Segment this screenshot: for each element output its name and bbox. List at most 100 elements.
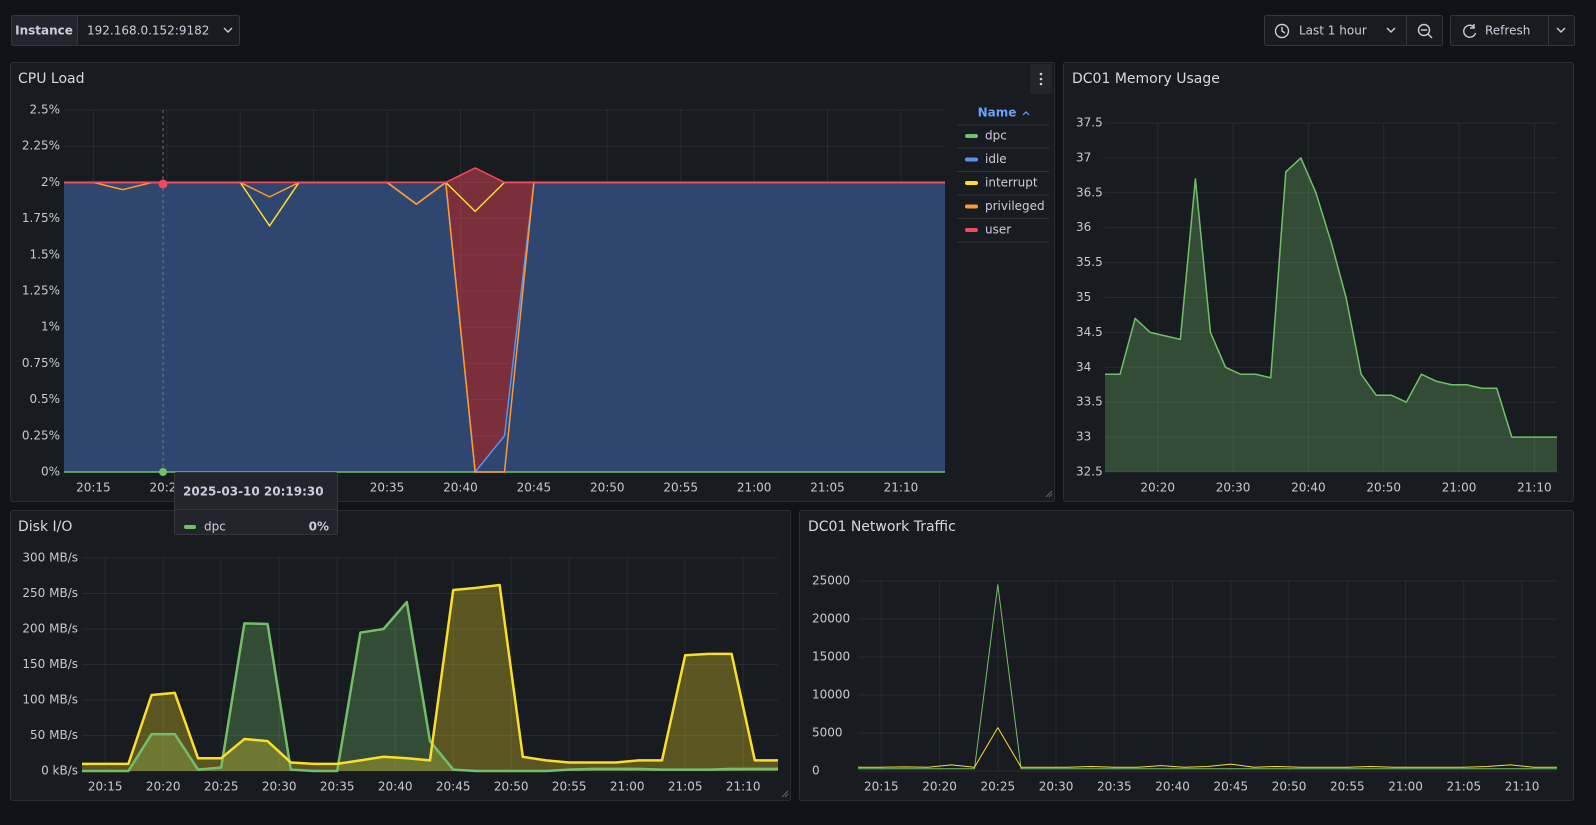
y-tick-label: 2.5% (30, 103, 61, 117)
y-tick-label: 200 MB/s (22, 622, 78, 636)
x-tick-label: 20:45 (517, 481, 552, 495)
x-tick-label: 20:35 (370, 481, 405, 495)
time-picker[interactable]: Last 1 hour (1264, 15, 1443, 46)
resize-handle[interactable] (1045, 490, 1053, 498)
tooltip-series: dpc (204, 520, 226, 534)
chevron (1556, 27, 1566, 33)
y-tick-label: 1.75% (22, 211, 60, 225)
x-tick-label: 21:10 (1505, 780, 1540, 794)
x-tick-label: 20:15 (864, 780, 899, 794)
panel-network (799, 510, 1574, 801)
chevron (1386, 27, 1396, 33)
zoom-out-glyph (1421, 29, 1433, 39)
x-tick-label: 20:30 (1039, 780, 1074, 794)
y-tick-label: 32.5 (1076, 465, 1103, 479)
x-tick-label: 20:40 (378, 780, 413, 794)
hover-point (159, 468, 167, 476)
instance-picker[interactable]: Instance 192.168.0.152:9182 (11, 15, 240, 46)
y-tick-label: 36.5 (1076, 185, 1103, 199)
tooltip-swatch (184, 525, 196, 529)
legend-label: interrupt (985, 176, 1038, 190)
y-tick-label: 250 MB/s (22, 586, 78, 600)
y-tick-label: 33.5 (1076, 395, 1103, 409)
x-tick-label: 20:25 (981, 780, 1016, 794)
y-tick-label: 37 (1076, 150, 1091, 164)
menu-dot (1039, 77, 1043, 81)
x-tick-label: 21:05 (810, 481, 845, 495)
y-tick-label: 2% (41, 175, 60, 189)
y-tick-label: 0.25% (22, 428, 60, 442)
area-fill (1105, 157, 1557, 472)
x-tick-label: 20:40 (1291, 481, 1326, 495)
legend-swatch (965, 157, 978, 162)
y-tick-label: 25000 (812, 574, 850, 588)
x-tick-label: 21:00 (1388, 780, 1423, 794)
x-tick-label: 21:05 (668, 780, 703, 794)
y-tick-label: 1.5% (30, 247, 61, 261)
hover-point (158, 179, 168, 189)
clock-icon (1274, 23, 1290, 39)
instance-label: Instance (15, 24, 73, 38)
legend-label: privileged (985, 199, 1045, 213)
series-line (82, 600, 778, 773)
area-fill (82, 602, 778, 771)
resize-handle[interactable] (781, 790, 789, 798)
y-tick-label: 35.5 (1076, 255, 1103, 269)
instance-value: 192.168.0.152:9182 (87, 24, 209, 38)
panel-memory (1063, 62, 1574, 502)
legend-label: idle (985, 152, 1007, 166)
y-tick-label: 50 MB/s (30, 728, 78, 742)
x-tick-label: 20:15 (88, 780, 123, 794)
x-tick-label: 20:25 (204, 780, 239, 794)
x-tick-label: 21:10 (884, 481, 919, 495)
y-tick-label: 100 MB/s (22, 693, 78, 707)
x-tick-label: 20:50 (1366, 481, 1401, 495)
refresh-icon (1463, 24, 1477, 38)
y-tick-label: 2.25% (22, 139, 60, 153)
panel-title: DC01 Network Traffic (808, 519, 956, 535)
y-tick-label: 0 kB/s (41, 764, 78, 778)
sort-arrow (1022, 111, 1030, 116)
y-tick-label: 0% (41, 465, 60, 479)
tooltip: 2025-03-10 20:19:30 dpc 0% (174, 472, 338, 535)
y-tick-label: 36 (1076, 220, 1091, 234)
series-line (858, 584, 1557, 770)
refresh-picker[interactable]: Refresh (1450, 15, 1575, 46)
x-tick-label: 21:00 (610, 780, 645, 794)
menu-dot (1039, 82, 1043, 86)
y-tick-label: 34.5 (1076, 325, 1103, 339)
x-tick-label: 20:15 (76, 481, 111, 495)
panel-title: CPU Load (18, 71, 85, 87)
panel-title: Disk I/O (18, 519, 72, 535)
series-line (1105, 157, 1557, 438)
refresh-box (1450, 15, 1575, 46)
menu-dot (1039, 72, 1043, 76)
x-tick-label: 21:05 (1447, 780, 1482, 794)
x-tick-label: 20:50 (1272, 780, 1307, 794)
time-box (1264, 15, 1443, 46)
plots: 0% 0.25% 0.5% 0.75% 1% 1.25% 1.5% 1.75% 2% 2.25% 2… (22, 103, 1557, 794)
x-tick-label: 20:45 (1214, 780, 1249, 794)
x-tick-label: 20:30 (262, 780, 297, 794)
y-tick-label: 0 (812, 764, 820, 778)
legend-swatch (965, 134, 978, 138)
x-tick-label: 20:20 (1140, 481, 1175, 495)
tooltip-time: 2025-03-10 20:19:30 (183, 485, 324, 499)
x-tick-label: 20:55 (663, 481, 698, 495)
legend-swatch (965, 181, 978, 185)
chevron (223, 27, 233, 33)
x-tick-label: 20:40 (1155, 780, 1190, 794)
instance-label-box (11, 15, 78, 46)
clock-hands (1281, 27, 1286, 34)
zoom-out-icon[interactable] (1417, 23, 1431, 37)
y-tick-label: 1.25% (22, 284, 60, 298)
y-tick-label: 20000 (812, 612, 850, 626)
y-tick-label: 0.5% (30, 392, 61, 406)
y-tick-label: 37.5 (1076, 116, 1103, 130)
x-tick-label: 20:30 (1216, 481, 1251, 495)
series-line (64, 167, 945, 184)
x-tick-label: 20:45 (436, 780, 471, 794)
y-tick-label: 0.75% (22, 356, 60, 370)
legend-title: Name (978, 106, 1017, 120)
legend-swatch (965, 204, 978, 209)
